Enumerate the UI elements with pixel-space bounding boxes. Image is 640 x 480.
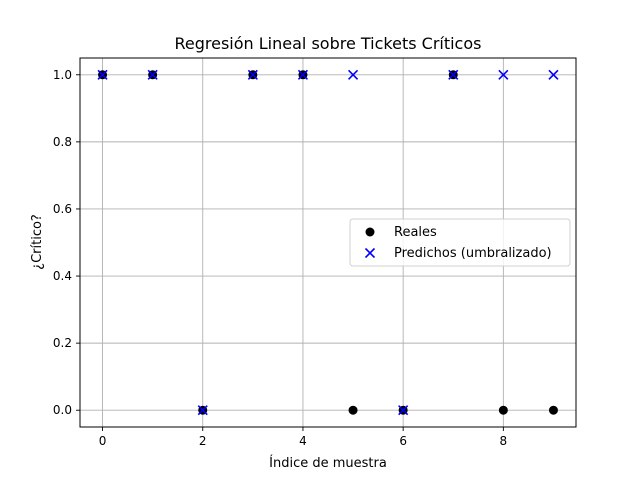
points-layer [97,69,559,416]
legend-marker-predichos [364,247,376,259]
legend-label-reales: Reales [394,225,437,240]
point-predichos [97,69,108,80]
point-predichos [398,405,409,416]
point-predichos [347,69,359,80]
x-tick-label: 6 [399,434,407,448]
x-tick-label: 8 [500,434,508,448]
ticks-layer: 0 2 4 6 8 0.0 0.2 0.4 0.6 0.8 1.0 [53,68,507,448]
point-predichos [498,69,509,80]
legend-label-predichos: Predichos (umbralizado) [394,246,552,261]
point-predichos [548,69,559,80]
legend-box [349,218,571,267]
plot-frame [79,57,577,428]
point-reales [548,405,558,415]
y-tick-label: 1.0 [53,68,72,82]
legend-marker-reales [365,227,375,237]
chart-title: Regresión Lineal sobre Tickets Críticos [175,34,482,53]
point-predichos [197,405,208,416]
y-tick-label: 0.4 [53,269,72,283]
y-tick-label: 0.2 [53,336,72,350]
point-predichos [448,69,459,80]
y-tick-label: 0.8 [53,135,72,149]
x-axis-label: Índice de muestra [269,455,387,471]
y-tick-label: 0.0 [53,403,72,417]
point-predichos [247,69,258,80]
x-tick-label: 2 [199,434,207,448]
point-reales [348,405,358,415]
legend: Reales Predichos (umbralizado) [349,218,571,267]
y-tick-label: 0.6 [53,202,72,216]
x-tick-label: 4 [299,434,307,448]
point-reales [498,405,508,415]
point-predichos [147,69,158,80]
x-tick-label: 0 [99,434,107,448]
point-predichos [297,69,309,80]
y-axis-label: ¿Crítico? [30,214,45,270]
